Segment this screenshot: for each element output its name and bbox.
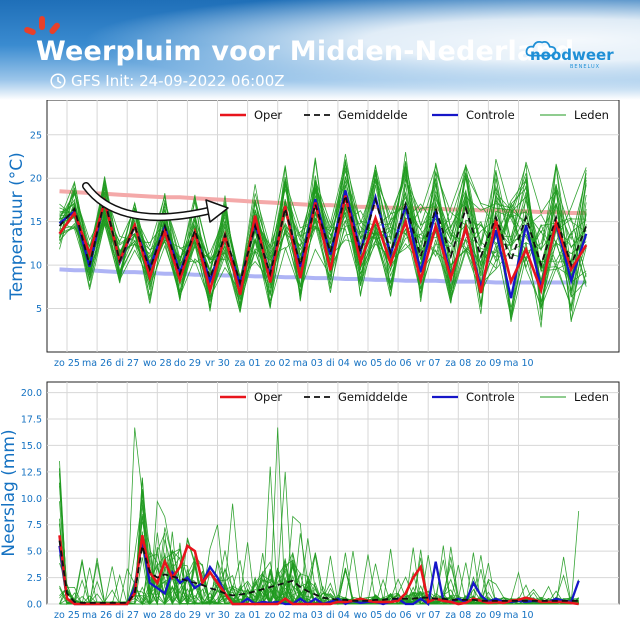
x-tick-label: wo 05 (354, 610, 383, 620)
trend-arrow-icon (82, 182, 229, 223)
x-tick-label: di 27 (115, 610, 139, 620)
x-tick-label: vr 30 (205, 358, 230, 368)
x-tick-label: wo 28 (143, 358, 172, 368)
y-tick-label: 12.5 (21, 467, 42, 478)
x-tick-label: zo 09 (475, 610, 501, 620)
legend-label: Leden (574, 390, 609, 404)
series-leden-member (59, 164, 587, 304)
page-title: Weerpluim voor Midden-Nederland (36, 36, 575, 67)
x-tick-label: ma 10 (503, 358, 533, 368)
x-tick-label: zo 09 (475, 358, 501, 368)
x-tick-label: wo 28 (143, 610, 172, 620)
x-tick-label: di 04 (326, 358, 350, 368)
x-tick-label: zo 02 (265, 610, 291, 620)
y-axis-label: Temperatuur (°C) (7, 152, 27, 300)
x-tick-label: za 08 (445, 358, 471, 368)
legend-label: Oper (254, 108, 282, 122)
x-tick-label: wo 05 (354, 358, 383, 368)
legend-label: Controle (466, 390, 515, 404)
x-tick-label: vr 07 (416, 358, 441, 368)
init-time-text: GFS Init: 24-09-2022 06:00Z (71, 72, 285, 90)
x-tick-label: vr 07 (416, 610, 441, 620)
legend: Oper Gemiddelde Controle Leden (220, 390, 609, 404)
x-tick-label: ma 26 (82, 358, 112, 368)
y-tick-label: 20.0 (21, 388, 42, 399)
y-tick-label: 5.0 (27, 547, 42, 558)
series-gemiddelde-line (58, 192, 588, 286)
logo-text: noodweer (530, 46, 614, 64)
x-tick-label: za 01 (235, 358, 261, 368)
x-tick-label: ma 03 (293, 610, 323, 620)
legend-label: Gemiddelde (338, 390, 408, 404)
y-tick-label: 15.0 (21, 441, 42, 452)
series-gemiddelde-line (58, 540, 579, 604)
y-tick-label: 17.5 (21, 415, 42, 426)
x-tick-label: ma 03 (293, 358, 323, 368)
clock-icon (50, 73, 66, 89)
y-tick-label: 2.5 (27, 573, 42, 584)
y-tick-label: 10.0 (21, 494, 42, 505)
x-tick-label: ma 26 (82, 610, 112, 620)
noodweer-logo[interactable]: noodweer BENELUX (525, 40, 614, 76)
x-tick-label: do 29 (174, 610, 201, 620)
cloud-logo-icon (525, 40, 557, 57)
x-tick-label: za 01 (235, 610, 261, 620)
x-tick-label: di 04 (326, 610, 350, 620)
legend-label: Leden (574, 108, 609, 122)
x-tick-label: zo 25 (54, 610, 80, 620)
y-tick-label: 5 (36, 304, 42, 315)
x-tick-label: di 27 (115, 358, 139, 368)
header-banner: Weerpluim voor Midden-Nederland GFS Init… (0, 0, 640, 100)
x-tick-label: zo 02 (265, 358, 291, 368)
temperature-panel: 5 10 15 20 25 zo 25 ma 26 di 27 wo 28 do 29 vr 30 z… (0, 100, 640, 368)
series-leden-member (59, 159, 587, 321)
series-oper-line (58, 535, 579, 606)
legend-label: Controle (466, 108, 515, 122)
x-tick-label: za 08 (445, 610, 471, 620)
y-tick-label: 20 (30, 174, 42, 185)
legend-label: Gemiddelde (338, 108, 408, 122)
series-oper-line (58, 195, 588, 296)
x-tick-label: zo 25 (54, 358, 80, 368)
legend: Oper Gemiddelde Controle Leden (220, 108, 609, 122)
y-tick-label: 25 (30, 130, 42, 141)
gridlines (47, 100, 619, 352)
init-time: GFS Init: 24-09-2022 06:00Z (50, 72, 285, 90)
y-tick-label: 7.5 (27, 520, 42, 531)
sunburst-icon (24, 16, 60, 36)
precipitation-panel: 0.0 2.5 5.0 7.5 10.0 12.5 15.0 17.5 20.0 zo 25 ma … (0, 376, 640, 620)
y-tick-label: 15 (30, 217, 42, 228)
y-tick-label: 0.0 (27, 600, 42, 611)
x-tick-label: vr 30 (205, 610, 230, 620)
precipitation-chart: 0.02.55.07.510.012.515.017.520.0zo 25 ma … (0, 381, 620, 620)
x-tick-label: ma 10 (503, 610, 533, 620)
temperature-chart: 5 10 15 20 25 zo 25 ma 26 di 27 wo 28 do 29 vr 30 z… (7, 100, 620, 368)
y-axis-label: Neerslag (mm) (0, 429, 19, 556)
logo-subtext: BENELUX (570, 64, 601, 70)
y-tick-label: 10 (30, 261, 42, 272)
x-tick-label: do 06 (385, 610, 412, 620)
x-tick-label: do 06 (385, 358, 412, 368)
x-tick-label: do 29 (174, 358, 201, 368)
legend-label: Oper (254, 390, 282, 404)
